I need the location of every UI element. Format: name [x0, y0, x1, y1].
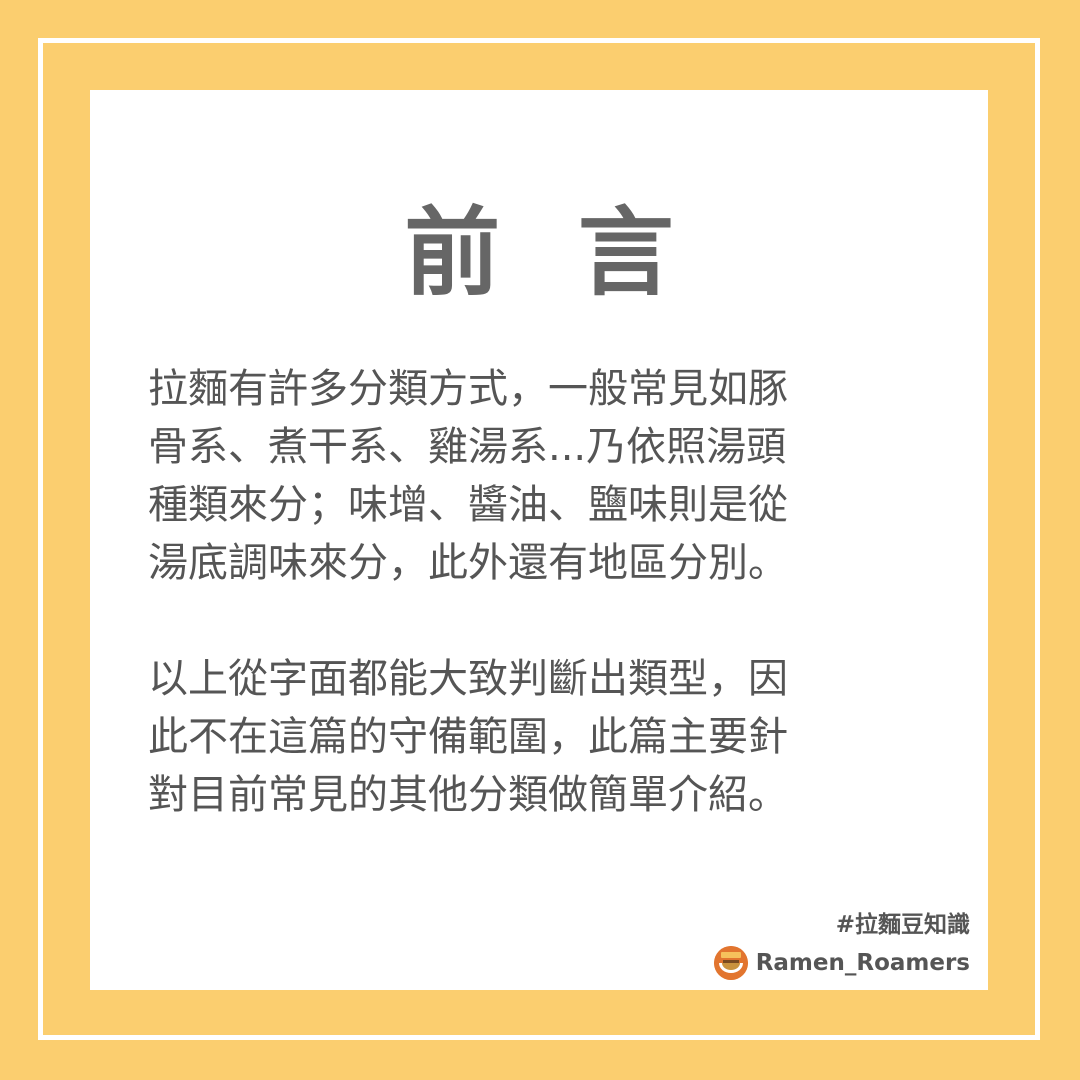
text-line: 拉麵有許多分類方式，一般常見如豚 — [148, 366, 788, 412]
paragraph-1: 拉麵有許多分類方式，一般常見如豚 骨系、煮干系、雞湯系...乃依照湯頭 種類來分… — [148, 360, 948, 592]
text-line: 種類來分；味增、醬油、鹽味則是從 — [148, 482, 788, 528]
text-line: 湯底調味來分，此外還有地區分別。 — [148, 540, 788, 586]
outer-frame-border — [38, 38, 1040, 1040]
ramen-bowl-icon — [713, 946, 748, 980]
body-text: 拉麵有許多分類方式，一般常見如豚 骨系、煮干系、雞湯系...乃依照湯頭 種類來分… — [148, 360, 948, 824]
hashtag: #拉麵豆知識 — [835, 912, 970, 938]
text-line: 對目前常見的其他分類做簡單介紹。 — [148, 772, 788, 818]
page-title: 前 言 — [404, 197, 696, 309]
text-line: 此不在這篇的守備範圍，此篇主要針 — [148, 714, 788, 760]
text-line: 以上從字面都能大致判斷出類型，因 — [148, 656, 788, 702]
brand-signature: Ramen_Roamers — [713, 946, 970, 980]
content-card: 前 言 拉麵有許多分類方式，一般常見如豚 骨系、煮干系、雞湯系...乃依照湯頭 … — [90, 90, 988, 990]
brand-name: Ramen_Roamers — [755, 950, 970, 976]
text-line: 骨系、煮干系、雞湯系...乃依照湯頭 — [148, 424, 787, 470]
paragraph-2: 以上從字面都能大致判斷出類型，因 此不在這篇的守備範圍，此篇主要針 對目前常見的… — [148, 650, 948, 824]
